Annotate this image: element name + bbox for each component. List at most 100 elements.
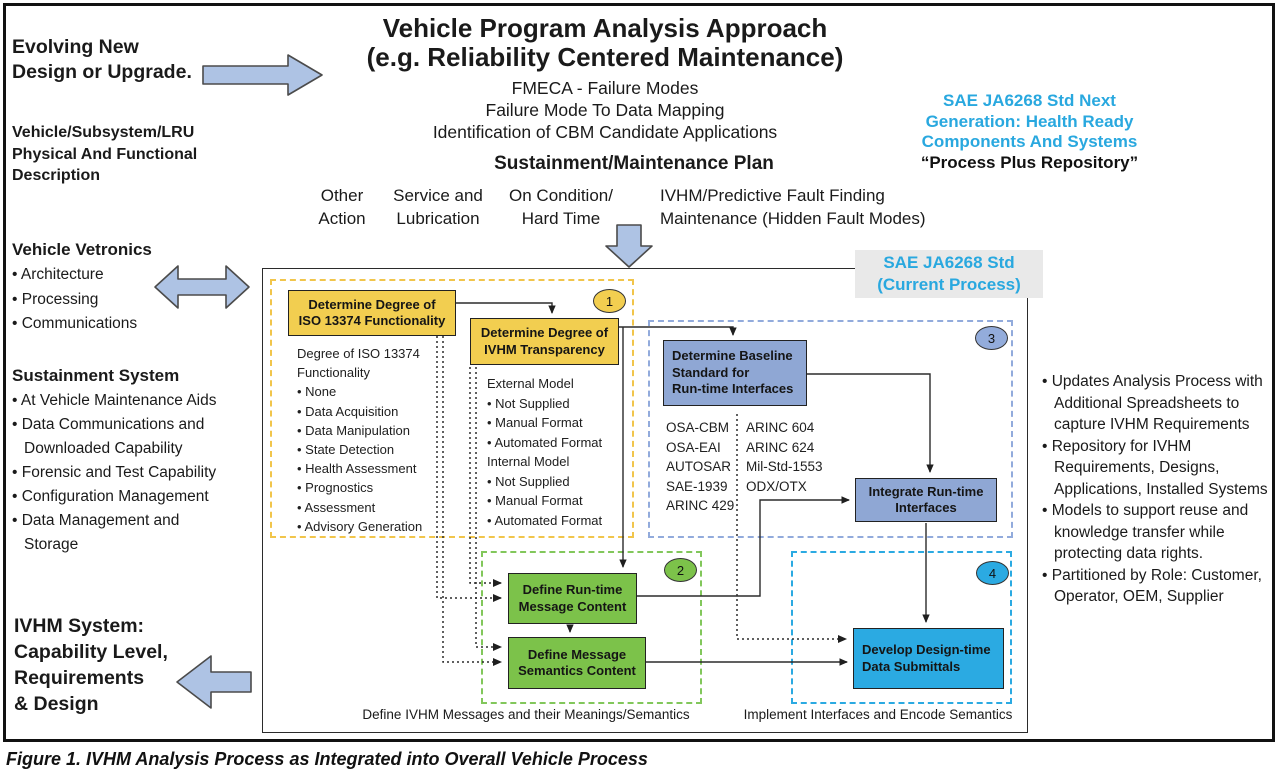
step-line: Determine Degree of [480,325,609,340]
vetronics-item: Communications [12,312,212,337]
badge-1: 1 [593,289,626,313]
column-line: On Condition/ [509,186,613,205]
step-line: Data Submittals [862,658,961,674]
step-iso13374-box: Determine Degree of ISO 13374 Functional… [288,290,456,336]
vetronics-list: Architecture Processing Communications [12,263,212,337]
sae-current-process-label: SAE JA6268 Std (Current Process) [855,250,1043,298]
page-title-line: (e.g. Reliability Centered Maintenance) [366,42,844,72]
evolving-heading: Evolving New Design or Upgrade. [12,35,192,85]
iso-list-item: Data Acquisition [297,402,452,421]
standard-item: ODX/OTX [746,478,807,494]
transparency-model-list: External Model Not Supplied Manual Forma… [487,374,627,530]
step-line: Integrate Run-time [868,483,984,499]
plan-column-other-action: Other Action [310,184,374,230]
sustainment-item: Data Management and Storage [12,509,229,557]
subtitle-line: Failure Mode To Data Mapping [485,100,725,120]
column-line: IVHM/Predictive Fault Finding [660,186,885,205]
step-line: Interfaces [895,500,957,515]
badge-3: 3 [975,326,1008,350]
badge-4: 4 [976,561,1009,585]
physical-line: Vehicle/Subsystem/LRU [12,124,195,141]
sae-note-line: SAE JA6268 Std Next [943,91,1116,110]
standard-item: ARINC 604 [746,420,815,435]
sae-note-line: Components And Systems [921,132,1138,151]
model-item: Not Supplied [487,472,627,492]
column-line: Other [320,186,364,205]
physical-description-heading: Vehicle/Subsystem/LRU Physical And Funct… [12,122,197,187]
process-outer-box [262,268,1028,733]
model-item: Automated Format [487,433,627,453]
sustainment-title: Sustainment System [12,366,180,385]
iso-list-intro: Degree of ISO 13374 [297,346,420,361]
model-item: Not Supplied [487,394,627,414]
benefit-item: Updates Analysis Process with Additional… [1042,371,1276,436]
column-line: Lubrication [396,209,480,228]
physical-line: Description [12,167,101,184]
vetronics-item: Processing [12,288,212,313]
sustainment-item: Forensic and Test Capability [12,461,229,485]
ivhm-line: & Design [14,693,99,715]
step-ivhm-transparency-box: Determine Degree of IVHM Transparency [470,318,619,365]
current-process-line: SAE JA6268 Std [883,253,1015,272]
step-line: IVHM Transparency [484,341,605,357]
standard-item: ARINC 624 [746,439,815,455]
step-line: Determine Degree of [308,296,436,312]
model-item: Manual Format [487,413,627,433]
evolving-line: Evolving New [12,36,139,58]
analysis-subtitle: FMECA - Failure Modes Failure Mode To Da… [320,77,890,143]
model-group-title: External Model [487,376,574,391]
standard-item: Mil-Std-1553 [746,459,823,474]
step-line: Develop Design-time [862,642,991,657]
sae-note-line: Generation: Health Ready [925,111,1134,131]
subtitle-line: FMECA - Failure Modes [511,78,699,98]
iso-list-item: Data Manipulation [297,421,452,440]
sustainment-item: At Vehicle Maintenance Aids [12,389,229,413]
badge-2: 2 [664,558,697,582]
column-line: Hard Time [521,209,601,228]
iso-list-intro: Functionality [297,365,370,381]
physical-line: Physical And Functional [12,145,198,163]
ivhm-line: Requirements [14,667,145,689]
plan-column-on-condition: On Condition/ Hard Time [505,184,617,230]
subtitle-line: Identification of CBM Candidate Applicat… [432,122,778,142]
benefit-item: Repository for IVHM Requirements, Design… [1042,436,1276,501]
process-plus-repository-line: “Process Plus Repository” [920,152,1139,172]
step-baseline-standard-box: Determine Baseline Standard for Run-time… [663,340,807,406]
iso-functionality-list: Degree of ISO 13374 Functionality None D… [297,344,452,536]
iso-list-item: None [297,382,452,401]
step-line: Define Message [527,646,627,662]
page-title: Vehicle Program Analysis Approach (e.g. … [320,14,890,72]
model-group-title: Internal Model [487,454,570,469]
step-define-semantics-box: Define Message Semantics Content [508,637,646,689]
column-line: Maintenance (Hidden Fault Modes) [660,209,926,228]
step-line: Run-time Interfaces [672,381,794,397]
caption-implement-interfaces: Implement Interfaces and Encode Semantic… [743,707,1013,722]
iso-list-item: Prognostics [297,478,452,497]
sustainment-item: Data Communications and Downloaded Capab… [12,413,229,461]
repository-benefits-list: Updates Analysis Process with Additional… [1042,371,1276,608]
step-develop-submittals-box: Develop Design-time Data Submittals [853,628,1004,689]
sustainment-list: At Vehicle Maintenance Aids Data Communi… [12,389,229,557]
caption-define-messages: Define IVHM Messages and their Meanings/… [362,707,690,722]
standards-list-left: OSA-CBM OSA-EAI AUTOSAR SAE-1939 ARINC 4… [666,418,734,516]
step-line: Determine Baseline [672,348,793,364]
current-process-line: (Current Process) [877,275,1021,294]
standard-item: OSA-EAI [666,439,721,455]
ivhm-line: IVHM System: [14,615,145,637]
step-line: Semantics Content [518,663,636,678]
standard-item: SAE-1939 [666,478,728,494]
sustainment-item: Configuration Management [12,485,229,509]
sae-next-generation-note: SAE JA6268 Std Next Generation: Health R… [912,91,1147,173]
step-line: Message Content [518,598,627,614]
standards-list-right: ARINC 604 ARINC 624 Mil-Std-1553 ODX/OTX [746,418,823,496]
iso-list-item: Advisory Generation [297,517,452,536]
step-line: Define Run-time [522,582,623,597]
vetronics-item: Architecture [12,263,212,288]
plan-column-service-lubrication: Service and Lubrication [382,184,494,230]
iso-list-item: State Detection [297,440,452,459]
plan-title: Sustainment/Maintenance Plan [494,153,774,174]
standard-item: ARINC 429 [666,498,735,513]
ivhm-system-heading: IVHM System: Capability Level, Requireme… [14,613,168,717]
standard-item: AUTOSAR [666,459,732,474]
